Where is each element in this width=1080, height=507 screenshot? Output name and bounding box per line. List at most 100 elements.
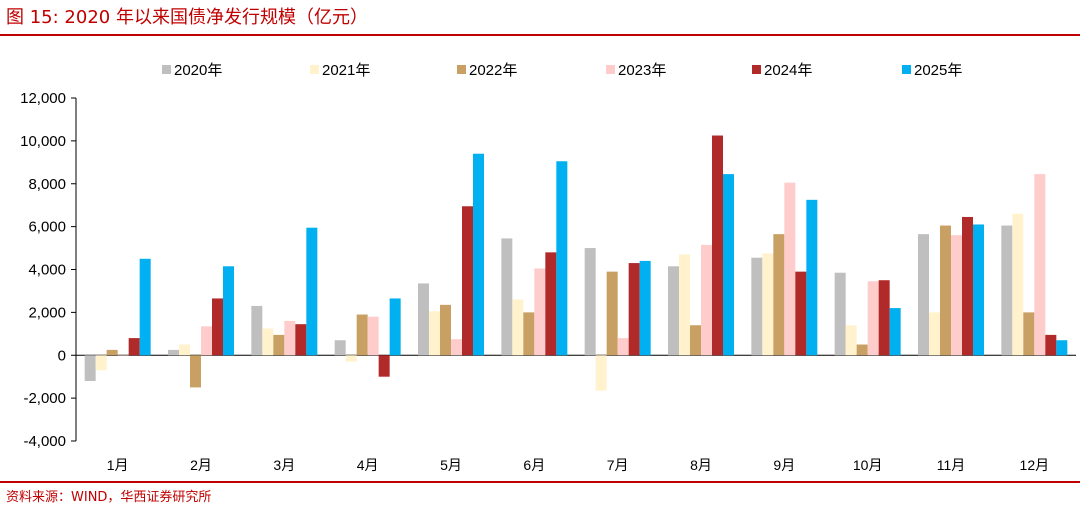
bar — [273, 334, 285, 356]
x-tick-label: 9月 — [773, 457, 795, 473]
bar — [628, 263, 640, 356]
footer-rule — [0, 481, 1080, 483]
bar — [723, 174, 734, 356]
bar — [389, 298, 401, 356]
bar — [262, 328, 274, 356]
bar — [918, 234, 929, 356]
bar — [106, 349, 118, 356]
bar — [751, 257, 763, 356]
legend-swatch — [902, 65, 911, 74]
legend-label: 2021年 — [322, 62, 370, 79]
bar — [690, 325, 701, 356]
bar — [878, 280, 890, 356]
bar — [462, 206, 473, 356]
figure-title: 图 15: 2020 年以来国债净发行规模（亿元） — [6, 7, 368, 28]
x-tick-label: 12月 — [1020, 457, 1050, 473]
bar — [806, 199, 818, 356]
bar — [834, 272, 846, 356]
bar — [1023, 312, 1035, 356]
bar — [795, 271, 807, 356]
bar — [534, 268, 546, 356]
x-tick-label: 6月 — [523, 457, 545, 473]
bar — [679, 254, 690, 356]
bar — [451, 339, 462, 356]
bar — [1012, 213, 1024, 356]
bar — [418, 283, 429, 356]
bar — [889, 308, 901, 356]
bar — [440, 304, 451, 356]
y-tick-label: 8,000 — [28, 176, 66, 193]
bar — [84, 355, 96, 381]
legend-swatch — [310, 65, 319, 74]
bar — [190, 355, 201, 388]
legend-label: 2022年 — [469, 62, 517, 79]
x-tick-label: 1月 — [107, 457, 129, 473]
bar — [856, 344, 868, 356]
bar — [951, 235, 962, 356]
title-rule — [0, 34, 1080, 36]
bar — [356, 314, 368, 356]
bar — [117, 355, 129, 356]
bar — [701, 244, 712, 356]
bar — [223, 266, 234, 356]
x-tick-label: 8月 — [690, 457, 712, 473]
bar — [139, 258, 151, 356]
legend-label: 2020年 — [174, 62, 222, 79]
bar — [251, 305, 263, 356]
y-tick-label: -2,000 — [23, 390, 66, 407]
bar — [179, 344, 190, 356]
legend-label: 2025年 — [914, 62, 962, 79]
bar — [1056, 340, 1068, 356]
bar — [429, 311, 440, 356]
y-tick-label: -4,000 — [23, 433, 66, 450]
bar — [512, 299, 524, 356]
legend-label: 2023年 — [618, 62, 666, 79]
bar — [367, 316, 379, 356]
y-tick-label: 4,000 — [28, 262, 66, 279]
bar — [1034, 174, 1046, 356]
y-tick-label: 2,000 — [28, 304, 66, 321]
x-tick-label: 3月 — [273, 457, 295, 473]
legend-swatch — [457, 65, 466, 74]
y-tick-label: 10,000 — [20, 133, 66, 150]
bar — [345, 355, 357, 362]
legend-label: 2024年 — [764, 62, 812, 79]
bar — [378, 355, 390, 377]
bar — [962, 216, 973, 356]
bar — [1045, 334, 1057, 356]
bar — [201, 326, 212, 356]
x-tick-label: 4月 — [357, 457, 379, 473]
y-tick-label: 12,000 — [20, 90, 66, 107]
source-note: 资料来源：WIND，华西证券研究所 — [6, 490, 212, 505]
x-tick-label: 7月 — [607, 457, 629, 473]
bar — [784, 182, 796, 356]
legend-swatch — [606, 65, 615, 74]
bar — [712, 135, 723, 356]
bar — [168, 349, 179, 356]
bar — [128, 338, 140, 356]
bar-chart: -4,000 -2,000 0 2,000 4,000 6,000 8,000 10,000 1… — [20, 62, 1076, 473]
bar — [284, 320, 296, 356]
bar — [545, 252, 557, 356]
bar — [606, 271, 618, 356]
bar — [556, 161, 568, 356]
bar — [501, 238, 513, 356]
bar — [95, 355, 107, 371]
x-tick-label: 2月 — [190, 457, 212, 473]
x-tick-label: 5月 — [440, 457, 462, 473]
x-tick-label: 10月 — [853, 457, 883, 473]
bar — [306, 227, 318, 356]
bar — [867, 281, 879, 356]
bar — [773, 234, 785, 356]
legend-swatch — [752, 65, 761, 74]
bar — [584, 248, 596, 356]
bar — [617, 338, 629, 356]
legend-swatch — [162, 65, 171, 74]
y-tick-label: 0 — [58, 347, 66, 364]
bar — [639, 260, 651, 356]
bar — [595, 355, 607, 391]
bar — [762, 253, 774, 356]
bar — [334, 340, 346, 356]
bar — [295, 324, 307, 356]
y-tick-label: 6,000 — [28, 219, 66, 236]
